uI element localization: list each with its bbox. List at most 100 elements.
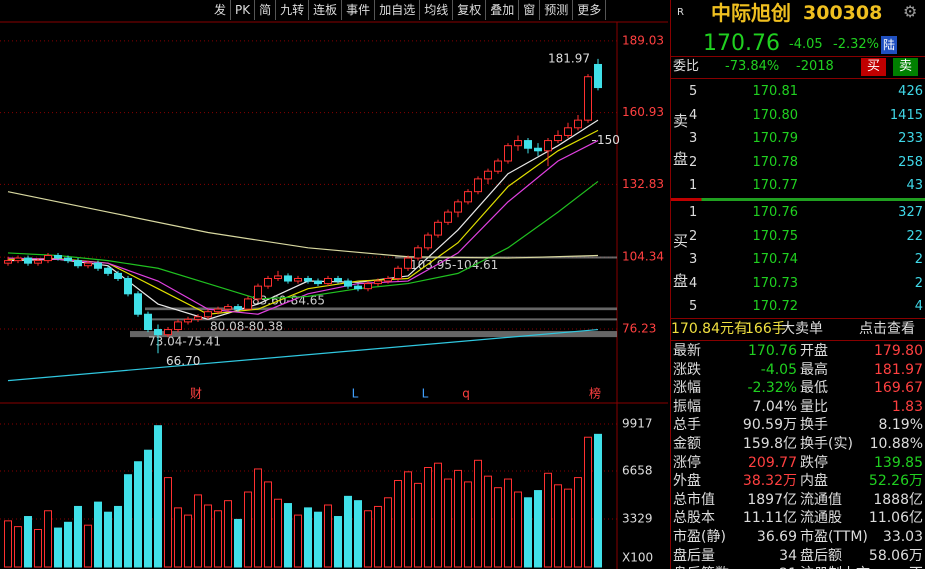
stat-label: 市盈(静) <box>673 529 726 545</box>
candle-body <box>204 311 212 318</box>
volume-bar <box>354 500 362 568</box>
candle-body <box>324 277 332 285</box>
candle-body <box>434 221 442 236</box>
level-number: 3 <box>689 131 698 146</box>
stat-value: 52.26万 <box>868 473 923 490</box>
stat-value: 1.83 <box>891 398 923 415</box>
stat-label: 开盘 <box>800 343 828 359</box>
diff: -2018 <box>796 59 834 74</box>
volume-bar <box>574 477 582 568</box>
volume-bar <box>284 503 292 568</box>
volume-bar <box>274 498 282 568</box>
candle-body <box>564 127 572 136</box>
ma-line <box>7 328 599 382</box>
candle-body <box>384 277 392 282</box>
range-band <box>145 318 617 321</box>
stat-value: 58.06万 <box>868 547 923 564</box>
volume-bar <box>134 461 142 568</box>
volume-bar <box>324 504 332 568</box>
y-tick-label: 104.34 <box>622 250 664 264</box>
candle-body <box>484 170 492 180</box>
stat-value: 21 <box>721 565 797 569</box>
candle-body <box>184 318 192 323</box>
toolbar-button[interactable]: 连板 <box>309 0 343 20</box>
stat-label: 跌停 <box>800 454 828 471</box>
quote-panel: R 中际旭创 300308 ⚙ 170.76 -4.05 -2.32% 陆委比 -73.84% -… <box>670 0 925 569</box>
stock-code: 300308 <box>803 2 883 24</box>
candle-body <box>594 63 602 89</box>
level-number: 1 <box>689 205 698 220</box>
volume-bar <box>564 488 572 568</box>
volume-bar <box>464 481 472 568</box>
candle-body <box>334 277 342 282</box>
separator <box>671 318 925 319</box>
volume-bar <box>174 507 182 568</box>
level-volume: 327 <box>898 205 923 220</box>
toolbar: 发 PK 简九转 连板 事件 加自选 均线 复权 叠加窗预测 更多 <box>210 0 607 20</box>
stat-label: 盘后量 <box>673 547 715 564</box>
stat-value: 36.69 <box>756 529 797 545</box>
stat-value: 10.88% <box>869 436 923 452</box>
volume-bar <box>454 469 462 568</box>
volume-bar <box>544 472 552 568</box>
sell-button[interactable]: 卖 <box>893 58 919 76</box>
stat-value: 38.32万 <box>742 473 797 490</box>
summary-item: 166手 <box>745 321 786 337</box>
stat-label: 最低 <box>800 380 828 397</box>
buy-button[interactable]: 买 <box>861 58 887 76</box>
toolbar-button[interactable]: 叠加 <box>486 0 520 20</box>
y-tick-label: 76.23 <box>622 321 656 335</box>
candle-body <box>34 260 42 264</box>
toolbar-button[interactable]: 九转 <box>276 0 310 20</box>
toolbar-button[interactable]: 事件 <box>342 0 376 20</box>
level-price: 170.79 <box>752 131 799 146</box>
candle-body <box>104 267 112 274</box>
level-volume: 233 <box>898 131 923 146</box>
toolbar-button[interactable]: 加自选 <box>375 0 421 20</box>
unit-label: X100 <box>622 551 653 565</box>
volume-bar <box>254 468 262 568</box>
volume-bar <box>554 484 562 568</box>
y-tick-label: 132.83 <box>622 177 664 191</box>
toolbar-button[interactable]: 复权 <box>453 0 487 20</box>
stat-label: 最新 <box>673 343 701 359</box>
candle-body <box>164 329 172 336</box>
volume-bar <box>524 497 532 568</box>
toolbar-button[interactable]: PK <box>231 0 256 20</box>
level-volume: 1415 <box>889 107 923 123</box>
level-number: 5 <box>689 299 698 314</box>
volume-bar <box>244 491 252 568</box>
level-volume: 2 <box>914 252 923 267</box>
y-tick-label: 9917 <box>622 417 653 431</box>
side-label: 买 <box>673 232 689 250</box>
chart: 189.03160.93132.83104.3476.23103.95-104.… <box>0 21 668 569</box>
candle-body <box>54 254 62 259</box>
stat-value: -4.05 <box>760 361 797 378</box>
stat-value: 169.67 <box>874 380 923 397</box>
candle-body <box>514 140 522 147</box>
volume-bar <box>64 521 72 568</box>
toolbar-button[interactable]: 更多 <box>573 0 607 20</box>
candle-body <box>304 277 312 282</box>
volume-bar <box>4 520 12 568</box>
candle-body <box>524 140 532 149</box>
level-price: 170.73 <box>752 275 799 291</box>
volume-bar <box>144 449 152 568</box>
level-price: 170.80 <box>752 107 799 123</box>
candle-body <box>574 119 582 129</box>
toolbar-button[interactable]: 发 <box>210 0 232 20</box>
range-label: 80.08-80.38 <box>210 319 283 333</box>
stat-label: 总手 <box>673 417 701 434</box>
volume-bar <box>154 425 162 568</box>
volume-bar <box>164 477 172 568</box>
toolbar-button[interactable]: 均线 <box>420 0 454 20</box>
candle-body <box>64 257 72 262</box>
toolbar-button[interactable]: 窗 <box>519 0 541 20</box>
toolbar-button[interactable]: 简 <box>255 0 277 20</box>
toolbar-button[interactable]: 预测 <box>540 0 574 20</box>
range-band <box>130 331 617 338</box>
candle-body <box>494 160 502 172</box>
level-volume: 43 <box>906 178 923 193</box>
stat-label: 总市值 <box>673 491 715 508</box>
